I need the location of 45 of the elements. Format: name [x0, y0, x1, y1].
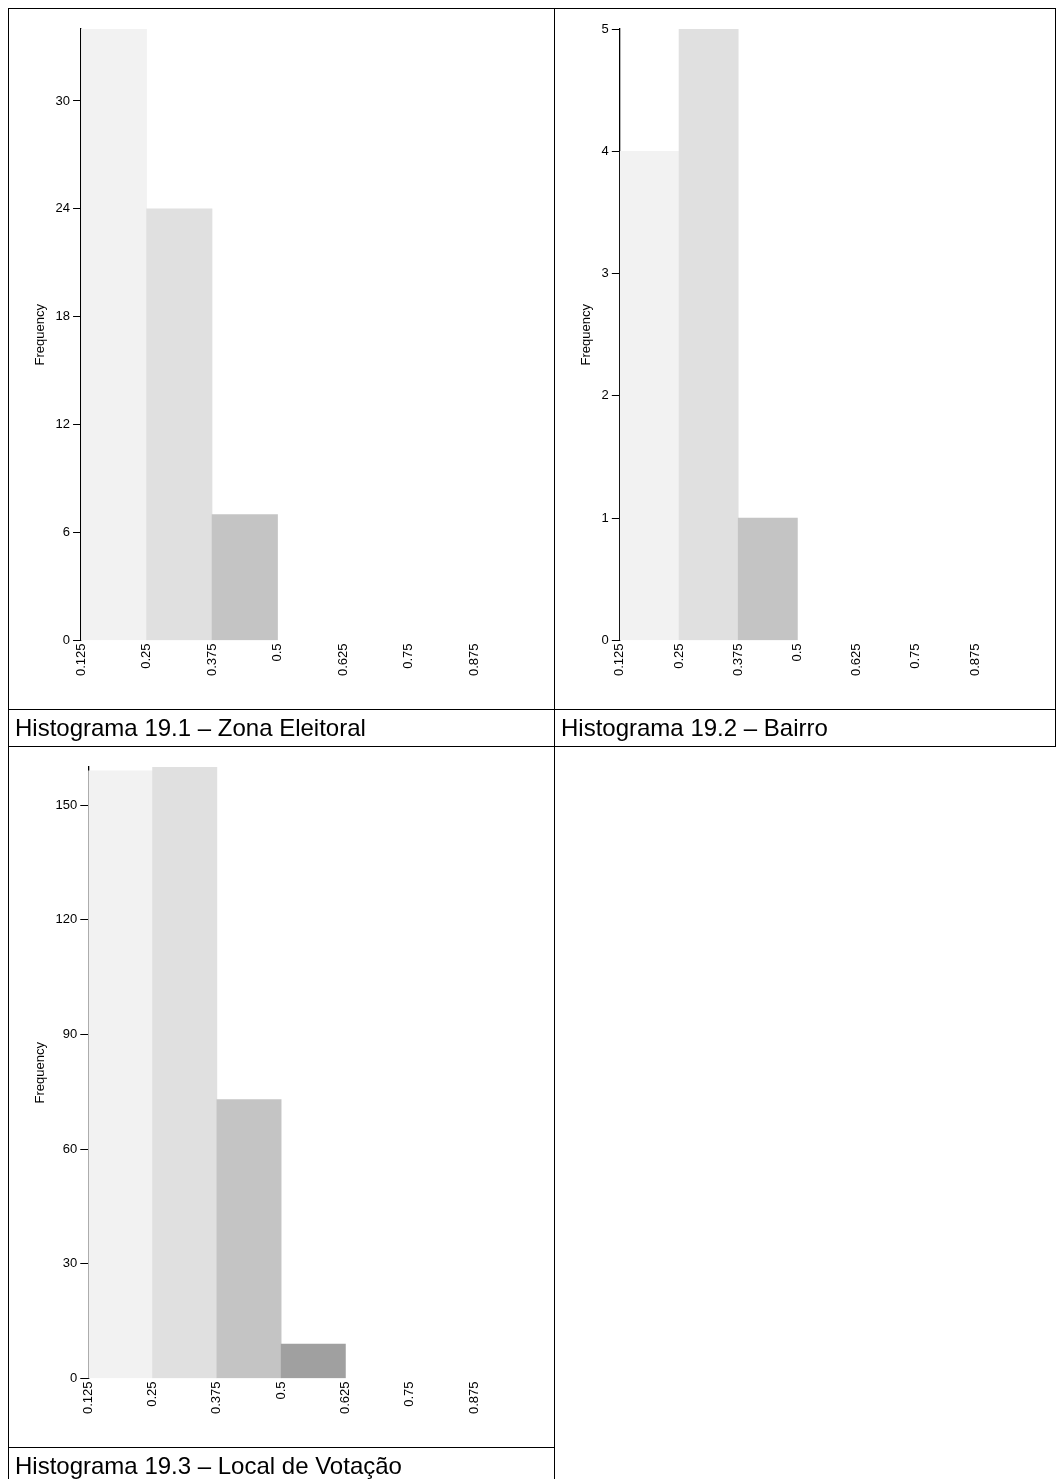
- x-tick-label: 0.625: [334, 643, 350, 677]
- x-tick-label: 0.5: [788, 643, 804, 662]
- x-tick-label: 0.125: [72, 643, 88, 677]
- y-tick-label: 1: [601, 509, 609, 525]
- x-tick-label: 0.125: [611, 643, 627, 677]
- y-tick-label: 2: [601, 387, 609, 403]
- x-tick-label: 0.375: [203, 643, 219, 677]
- y-axis-title: Frequency: [32, 303, 48, 366]
- x-tick-label: 0.5: [269, 643, 285, 662]
- x-tick-label: 0.625: [848, 643, 864, 677]
- y-tick-label: 0: [62, 632, 71, 648]
- x-tick-label: 0.25: [670, 643, 686, 669]
- x-tick-label: 0.25: [144, 1381, 160, 1407]
- y-tick-label: 60: [62, 1140, 78, 1156]
- y-tick-label: 0: [601, 632, 609, 648]
- x-tick-label: 0.75: [907, 643, 923, 669]
- x-tick-label: 0.75: [400, 643, 416, 669]
- y-tick-label: 18: [55, 308, 71, 324]
- y-tick-label: 12: [55, 416, 71, 432]
- text: Histograma 19.3 – Local de Votação: [8, 1447, 555, 1479]
- x-tick-label: 0.375: [729, 643, 745, 677]
- x-tick-label: 0.875: [966, 643, 982, 677]
- x-tick-label: 0.125: [79, 1381, 95, 1415]
- y-tick-label: 90: [62, 1026, 78, 1042]
- y-tick-label: 3: [601, 265, 609, 281]
- y-tick-label: 6: [62, 524, 71, 540]
- text: Histograma 19.1 – Zona Eleitoral: [8, 709, 555, 747]
- y-tick-label: 24: [55, 200, 71, 216]
- x-tick-label: 0.375: [208, 1381, 224, 1415]
- x-tick-label: 0.25: [138, 643, 154, 669]
- x-tick-label: 0.625: [337, 1381, 353, 1415]
- x-tick-label: 0.75: [401, 1381, 417, 1407]
- y-axis-title: Frequency: [578, 303, 594, 366]
- y-tick-label: 30: [62, 1255, 78, 1271]
- y-tick-label: 120: [55, 911, 78, 927]
- y-tick-label: 150: [55, 796, 78, 812]
- y-tick-label: 4: [601, 142, 609, 158]
- x-tick-label: 0.875: [465, 1381, 481, 1415]
- y-tick-label: 5: [601, 20, 609, 36]
- y-axis-title: Frequency: [32, 1041, 48, 1104]
- x-tick-label: 0.5: [272, 1381, 288, 1400]
- y-tick-label: 30: [55, 92, 71, 108]
- x-tick-label: 0.875: [465, 643, 481, 677]
- y-tick-label: 0: [70, 1370, 78, 1386]
- text: Histograma 19.2 – Bairro: [554, 709, 1056, 747]
